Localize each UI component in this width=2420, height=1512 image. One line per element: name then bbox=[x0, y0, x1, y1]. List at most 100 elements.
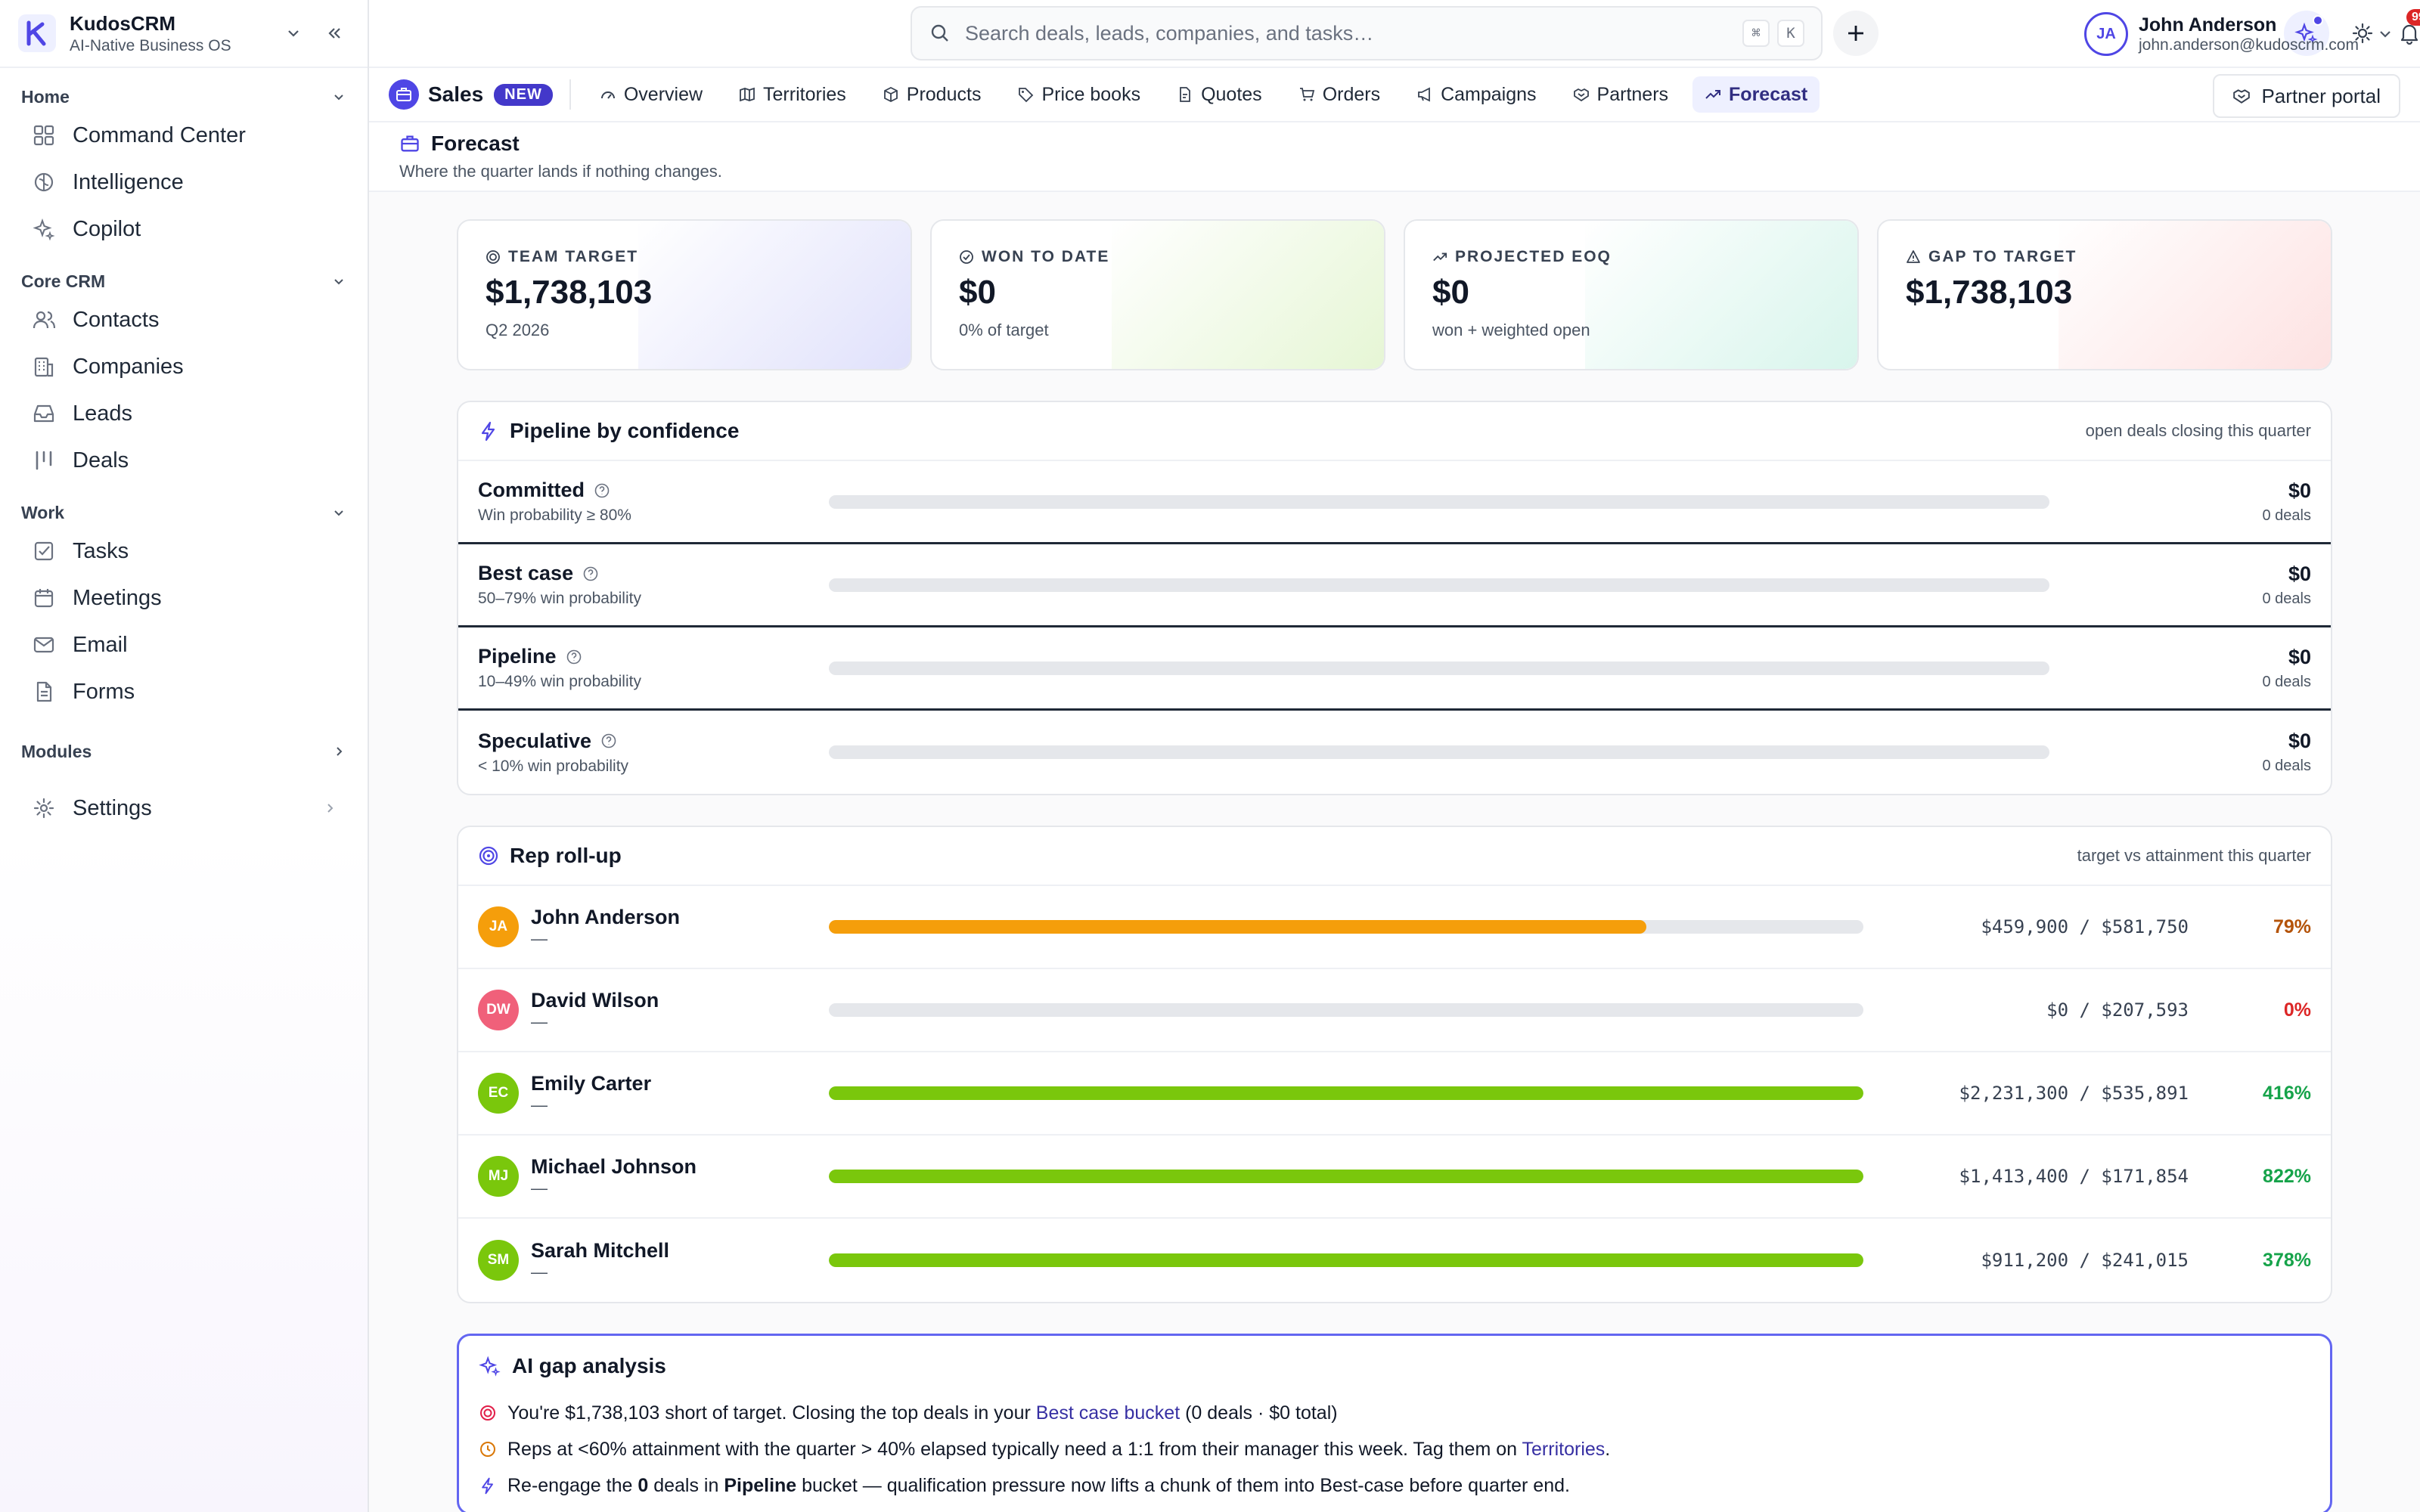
confidence-count: 0 deals bbox=[2262, 590, 2312, 607]
tab-overview[interactable]: Overview bbox=[588, 76, 715, 113]
clock-icon bbox=[479, 1440, 497, 1458]
rep-row[interactable]: JA John Anderson — $459,900 / $581,750 79% bbox=[458, 886, 2331, 969]
sidebar-item-command-center[interactable]: Command Center bbox=[0, 112, 368, 159]
unread-dot bbox=[2313, 15, 2323, 26]
attainment-percent: 822% bbox=[2263, 1165, 2311, 1187]
page-subtitle: Where the quarter lands if nothing chang… bbox=[399, 162, 722, 181]
ai-title: AI gap analysis bbox=[512, 1354, 666, 1377]
kpi-sub: Q2 2026 bbox=[486, 321, 550, 339]
rep-row[interactable]: MJ Michael Johnson — $1,413,400 / $171,854 8… bbox=[458, 1136, 2331, 1219]
topbar: Search deals, leads, companies, and task… bbox=[369, 0, 2420, 68]
confidence-amount: $0 bbox=[2288, 479, 2311, 502]
help-icon[interactable] bbox=[582, 565, 599, 582]
sidebar-item-contacts[interactable]: Contacts bbox=[0, 296, 368, 343]
workspace-switcher[interactable]: KudosCRM AI-Native Business OS bbox=[0, 0, 368, 68]
tab-label: Campaigns bbox=[1441, 83, 1537, 105]
help-icon[interactable] bbox=[594, 482, 610, 499]
user-menu[interactable]: JA John Anderson john.anderson@kudoscrm.… bbox=[2084, 9, 2394, 59]
tab-products[interactable]: Products bbox=[870, 76, 994, 113]
tab-quotes[interactable]: Quotes bbox=[1165, 76, 1274, 113]
section-title: Home bbox=[21, 86, 70, 107]
section-core-crm[interactable]: Core CRM bbox=[0, 266, 368, 296]
attainment-percent: 0% bbox=[2283, 999, 2311, 1021]
sidebar-item-deals[interactable]: Deals bbox=[0, 437, 368, 484]
sidebar-item-leads[interactable]: Leads bbox=[0, 390, 368, 437]
section-work[interactable]: Work bbox=[0, 497, 368, 528]
document-edit-icon bbox=[1177, 86, 1193, 103]
sidebar-item-meetings[interactable]: Meetings bbox=[0, 575, 368, 621]
divider bbox=[569, 79, 571, 110]
confidence-name: Best case bbox=[478, 562, 574, 584]
module-switcher-sales[interactable]: Sales NEW bbox=[389, 79, 553, 110]
chevron-down-icon bbox=[334, 94, 343, 101]
confidence-desc: 10–49% win probability bbox=[478, 673, 641, 690]
tab-forecast[interactable]: Forecast bbox=[1692, 76, 1820, 113]
section-modules[interactable]: Modules bbox=[0, 736, 368, 767]
confidence-name: Pipeline bbox=[478, 645, 557, 668]
sidebar-item-copilot[interactable]: Copilot bbox=[0, 206, 368, 253]
territories-link[interactable]: Territories bbox=[1522, 1438, 1606, 1460]
theme-toggle-button[interactable] bbox=[2340, 11, 2385, 56]
rep-name: Michael Johnson bbox=[531, 1154, 697, 1178]
rep-row[interactable]: EC Emily Carter — $2,231,300 / $535,891 416% bbox=[458, 1052, 2331, 1136]
user-email: john.anderson@kudoscrm.com bbox=[2139, 36, 2359, 54]
sidebar-item-tasks[interactable]: Tasks bbox=[0, 528, 368, 575]
main-area: Search deals, leads, companies, and task… bbox=[369, 0, 2420, 1512]
form-icon bbox=[30, 678, 57, 705]
page-title: Forecast bbox=[431, 132, 520, 155]
tab-label: Partners bbox=[1596, 83, 1669, 105]
sidebar-item-label: Copilot bbox=[73, 216, 141, 241]
sidebar-item-companies[interactable]: Companies bbox=[0, 343, 368, 390]
section-home[interactable]: Home bbox=[0, 82, 368, 112]
notifications-button[interactable]: 99+ bbox=[2387, 9, 2420, 56]
sidebar-item-settings[interactable]: Settings bbox=[0, 785, 368, 832]
target-icon bbox=[479, 1404, 497, 1422]
tab-price-books[interactable]: Price books bbox=[1005, 76, 1153, 113]
rep-row[interactable]: DW David Wilson — $0 / $207,593 0% bbox=[458, 969, 2331, 1052]
target-amount: $171,854 bbox=[2101, 1166, 2189, 1187]
sidebar-item-intelligence[interactable]: Intelligence bbox=[0, 159, 368, 206]
chevron-down-icon bbox=[2380, 31, 2391, 38]
shortcut-key-k: K bbox=[1777, 20, 1804, 47]
help-icon[interactable] bbox=[566, 649, 582, 665]
global-search-input[interactable]: Search deals, leads, companies, and task… bbox=[911, 6, 1823, 60]
ai-copilot-button[interactable] bbox=[2284, 11, 2329, 56]
confidence-bar bbox=[829, 494, 2049, 509]
attainment-bar-fill bbox=[829, 1253, 1863, 1267]
sidebar-item-label: Tasks bbox=[73, 538, 129, 563]
rep-name: Sarah Mitchell bbox=[531, 1238, 670, 1262]
kpi-accent bbox=[1585, 221, 1857, 369]
tab-campaigns[interactable]: Campaigns bbox=[1404, 76, 1548, 113]
attainment-bar-fill bbox=[829, 1170, 1863, 1183]
chevron-down-icon bbox=[334, 279, 343, 285]
collapse-sidebar-icon[interactable] bbox=[319, 18, 349, 48]
sidebar-item-label: Deals bbox=[73, 448, 129, 472]
kpi-accent bbox=[2059, 221, 2331, 369]
sidebar-item-forms[interactable]: Forms bbox=[0, 668, 368, 715]
tab-territories[interactable]: Territories bbox=[727, 76, 858, 113]
notification-count-badge: 99+ bbox=[2406, 9, 2420, 26]
partner-portal-label: Partner portal bbox=[2261, 84, 2381, 107]
partner-portal-button[interactable]: Partner portal bbox=[2213, 74, 2400, 118]
confidence-amount: $0 bbox=[2288, 730, 2311, 752]
gauge-icon bbox=[600, 86, 616, 103]
rep-row[interactable]: SM Sarah Mitchell — $911,200 / $241,015 378% bbox=[458, 1219, 2331, 1302]
mail-icon bbox=[30, 631, 57, 658]
shortcut-key-cmd: ⌘ bbox=[1742, 20, 1770, 47]
map-icon bbox=[739, 86, 755, 103]
calendar-icon bbox=[30, 584, 57, 612]
attainment-bar bbox=[829, 920, 1863, 934]
attainment-values: $2,231,300 / $535,891 bbox=[1959, 1083, 2189, 1104]
confidence-bar bbox=[829, 745, 2049, 759]
sidebar-item-label: Forms bbox=[73, 679, 135, 704]
tab-partners[interactable]: Partners bbox=[1561, 76, 1680, 113]
sparkles-icon bbox=[2294, 22, 2318, 45]
tab-orders[interactable]: Orders bbox=[1286, 76, 1392, 113]
best-case-bucket-link[interactable]: Best case bucket bbox=[1035, 1402, 1181, 1424]
quick-add-button[interactable] bbox=[1833, 11, 1879, 56]
sidebar-item-label: Command Center bbox=[73, 122, 246, 147]
help-icon[interactable] bbox=[600, 733, 617, 749]
chevron-down-icon[interactable] bbox=[278, 18, 309, 48]
avatar: JA bbox=[478, 906, 519, 947]
sidebar-item-email[interactable]: Email bbox=[0, 621, 368, 668]
